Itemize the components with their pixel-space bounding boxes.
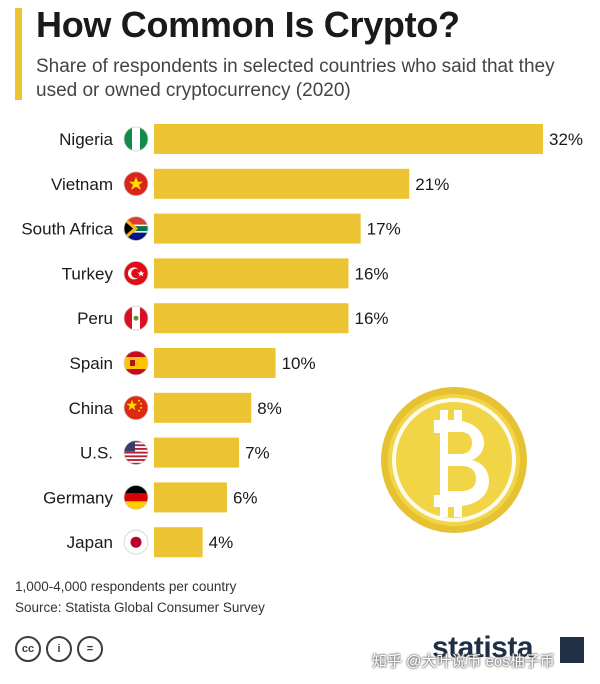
attribution-icon: i — [46, 636, 72, 662]
bar-nigeria — [154, 124, 543, 154]
japan-flag-icon — [124, 530, 148, 555]
value-label: 32% — [549, 130, 583, 149]
bar-germany — [154, 482, 227, 513]
bar-u-s- — [154, 437, 240, 468]
value-label: 16% — [355, 309, 389, 328]
germany-flag-icon — [124, 485, 148, 510]
category-label: Spain — [70, 354, 113, 373]
bitcoin-coin-icon — [381, 387, 527, 533]
category-label: China — [69, 399, 114, 418]
category-label: Vietnam — [51, 175, 113, 194]
statista-logo-mark — [560, 637, 584, 663]
no-derivatives-icon: = — [77, 636, 103, 662]
south-africa-flag-icon — [124, 216, 148, 241]
bar-turkey — [154, 258, 349, 289]
value-label: 17% — [367, 220, 401, 239]
category-label: Peru — [77, 309, 113, 328]
china-flag-icon — [124, 395, 148, 420]
chart-title: How Common Is Crypto? — [36, 4, 460, 45]
vietnam-flag-icon — [124, 171, 148, 196]
nigeria-flag-icon — [124, 127, 148, 151]
category-label: Turkey — [62, 264, 114, 283]
bar-peru — [154, 303, 349, 334]
bar-china — [154, 392, 252, 423]
peru-flag-icon — [124, 306, 148, 331]
value-label: 10% — [282, 354, 316, 373]
category-label: Germany — [43, 488, 113, 507]
source-note: Source: Statista Global Consumer Survey — [15, 600, 265, 615]
spain-flag-icon — [124, 351, 148, 375]
value-label: 21% — [415, 175, 449, 194]
value-label: 16% — [355, 264, 389, 283]
value-label: 8% — [257, 399, 282, 418]
statista-logo: statista — [432, 631, 534, 664]
bar-south-africa — [154, 213, 361, 244]
category-label: Nigeria — [59, 130, 113, 149]
chart-subtitle: Share of respondents in selected countri… — [36, 56, 555, 101]
us-flag-icon — [124, 440, 148, 465]
license-icons: cc i = — [15, 636, 103, 662]
value-label: 4% — [209, 533, 234, 552]
category-label: Japan — [67, 533, 113, 552]
bar-vietnam — [154, 168, 410, 199]
bar-chart: Nigeria 32% Vietnam 21% South Africa 17% Turke… — [21, 124, 583, 558]
bar-japan — [154, 527, 203, 558]
bar-spain — [154, 348, 276, 378]
category-label: U.S. — [80, 444, 113, 463]
value-label: 7% — [245, 444, 270, 463]
respondents-note: 1,000-4,000 respondents per country — [15, 579, 237, 594]
category-label: South Africa — [21, 220, 113, 239]
value-label: 6% — [233, 488, 258, 507]
watermark: 知乎 @大叶说币 eos柚子币 — [372, 653, 555, 670]
cc-icon: cc — [15, 636, 41, 662]
turkey-flag-icon — [124, 261, 148, 286]
title-accent-bar — [15, 8, 22, 100]
